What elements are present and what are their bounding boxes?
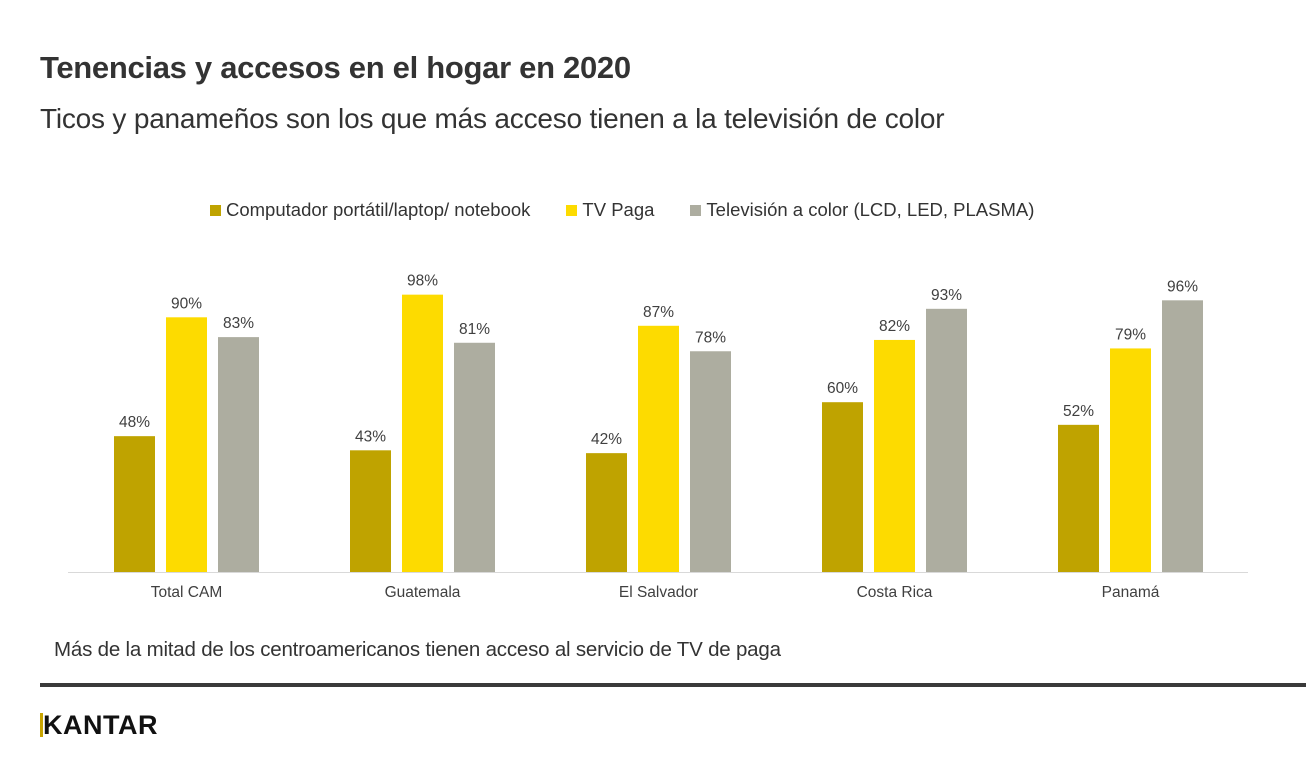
bar xyxy=(350,450,391,572)
data-label: 82% xyxy=(879,318,910,335)
legend-swatch-laptop xyxy=(210,204,221,216)
bar xyxy=(1162,300,1203,572)
bar-chart: 48% 90% 83% Total CAM 43% 98% 81% Guatemala 42% 8… xyxy=(68,273,1248,601)
footnote: Más de la mitad de los centroamericanos … xyxy=(54,638,781,661)
data-label: 48% xyxy=(119,414,150,431)
data-label: 42% xyxy=(591,431,622,448)
data-label: 43% xyxy=(355,428,386,445)
data-label: 79% xyxy=(1115,326,1146,343)
logo-text: KANTAR xyxy=(43,709,158,740)
page-subtitle: Ticos y panameños son los que más acceso… xyxy=(40,103,945,134)
x-tick-label: Guatemala xyxy=(385,584,461,601)
legend-swatch-tv-paga xyxy=(566,204,578,216)
data-label: 90% xyxy=(171,295,202,312)
x-tick-label: Total CAM xyxy=(151,584,223,601)
kantar-logo: KANTAR xyxy=(40,710,158,740)
page-title: Tenencias y accesos en el hogar en 2020 xyxy=(40,50,631,85)
bar xyxy=(402,294,443,572)
x-tick-label: Costa Rica xyxy=(857,584,933,601)
bar xyxy=(218,337,259,572)
data-label: 60% xyxy=(827,380,858,397)
bar xyxy=(926,308,967,572)
footer-divider xyxy=(40,683,1306,687)
bar xyxy=(822,402,863,572)
x-tick-label: Panamá xyxy=(1102,584,1160,601)
data-label: 93% xyxy=(931,287,962,304)
bar xyxy=(874,339,915,572)
legend-item-tv-paga: TV Paga xyxy=(566,199,654,221)
bar xyxy=(454,342,495,572)
bar xyxy=(586,453,627,572)
bar xyxy=(1058,424,1099,572)
data-label: 96% xyxy=(1167,278,1198,295)
data-label: 52% xyxy=(1063,403,1094,420)
bar xyxy=(166,317,207,572)
legend-swatch-tv-color xyxy=(690,204,702,216)
data-label: 87% xyxy=(643,304,674,321)
data-label: 83% xyxy=(223,315,254,332)
x-tick-label: El Salvador xyxy=(619,584,698,601)
bar xyxy=(114,436,155,572)
data-label: 98% xyxy=(407,273,438,290)
legend-label-laptop: Computador portátil/laptop/ notebook xyxy=(226,199,531,220)
logo-accent-bar xyxy=(40,713,43,737)
legend-item-tv-color: Televisión a color (LCD, LED, PLASMA) xyxy=(690,199,1034,221)
bar xyxy=(638,325,679,572)
bar xyxy=(690,351,731,572)
legend-label-tv-paga: TV Paga xyxy=(582,199,655,220)
legend-item-laptop: Computador portátil/laptop/ notebook xyxy=(210,199,530,221)
bar xyxy=(1110,348,1151,572)
chart-legend: Computador portátil/laptop/ notebook TV … xyxy=(210,198,1070,222)
data-label: 78% xyxy=(695,329,726,346)
data-label: 81% xyxy=(459,321,490,338)
legend-label-tv-color: Televisión a color (LCD, LED, PLASMA) xyxy=(706,199,1035,220)
